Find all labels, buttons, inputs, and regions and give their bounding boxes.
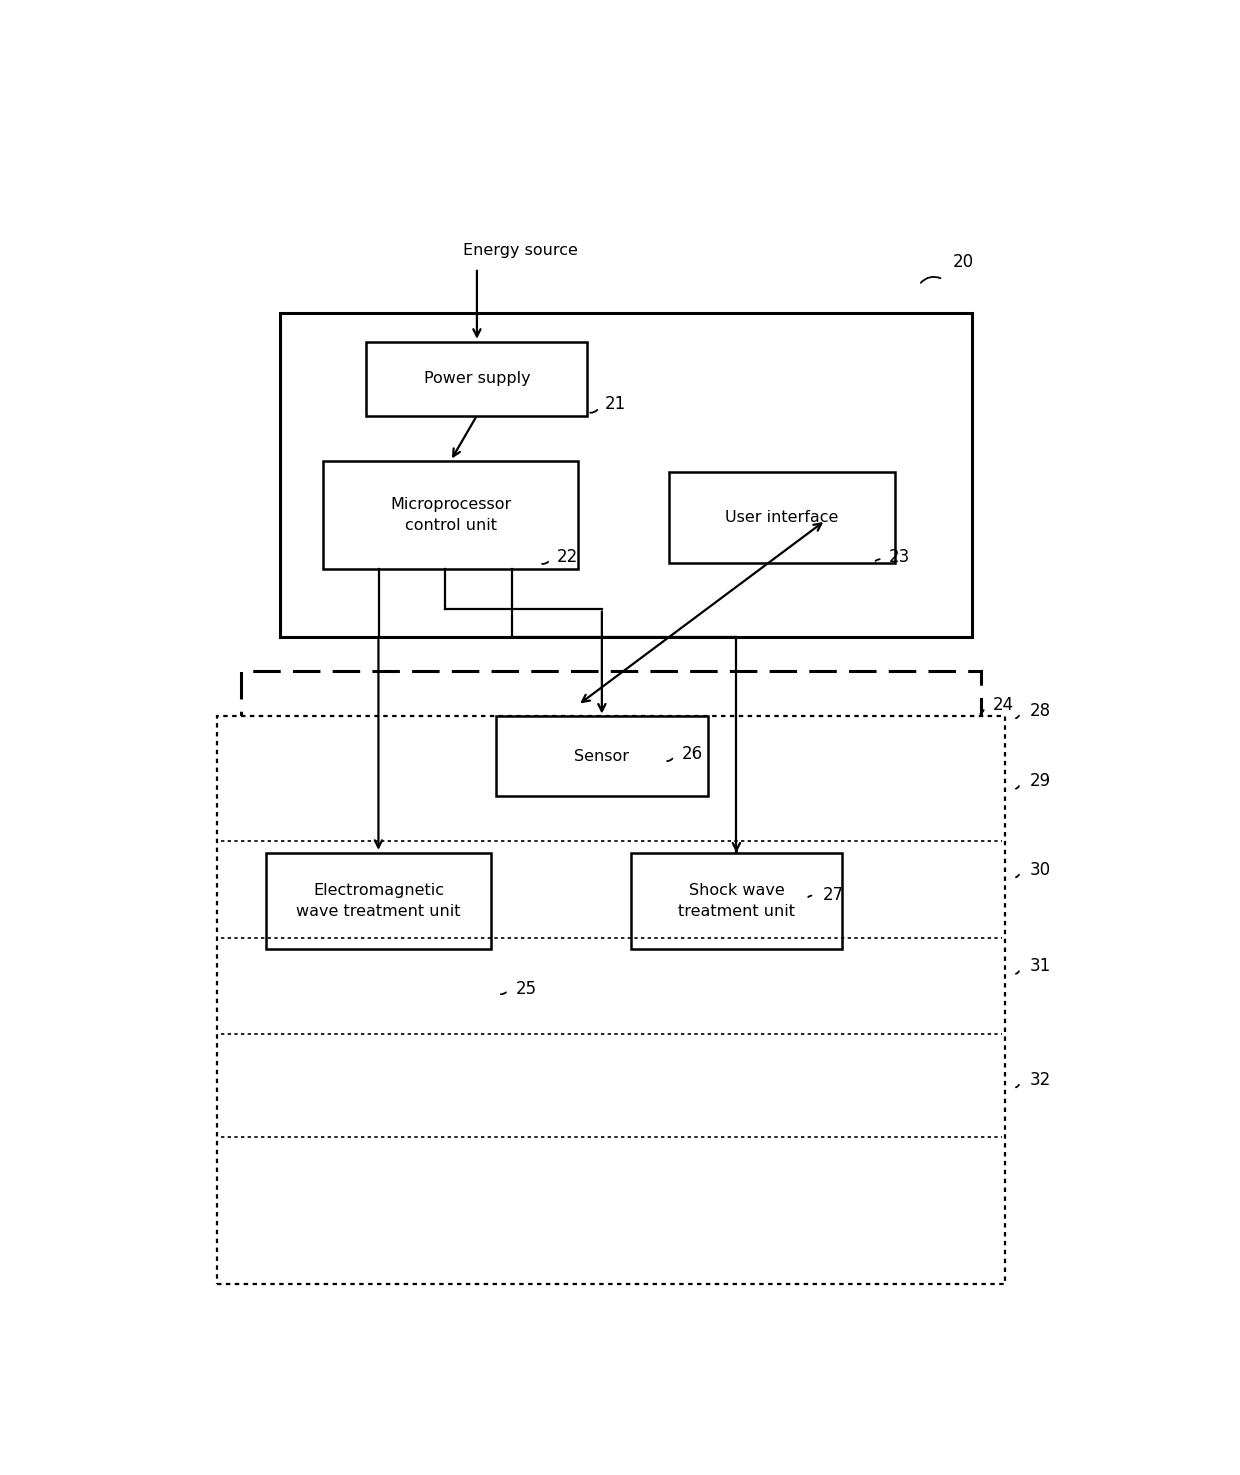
Text: Microprocessor
control unit: Microprocessor control unit [389, 497, 511, 532]
Bar [280, 313, 972, 637]
Text: Electromagnetic
wave treatment unit: Electromagnetic wave treatment unit [296, 884, 461, 919]
Bar [242, 671, 982, 978]
Text: 22: 22 [557, 549, 578, 566]
Text: Energy source: Energy source [463, 243, 578, 258]
Text: 26: 26 [682, 745, 703, 763]
Text: User interface: User interface [725, 510, 838, 525]
Bar [367, 342, 588, 416]
Bar [670, 472, 895, 563]
Text: 21: 21 [605, 395, 626, 413]
Text: 27: 27 [823, 886, 844, 904]
Text: 25: 25 [516, 979, 537, 999]
Text: Sensor: Sensor [574, 749, 630, 764]
Text: 32: 32 [1029, 1071, 1050, 1089]
Bar [496, 717, 708, 797]
Text: 28: 28 [1029, 702, 1050, 720]
Text: 29: 29 [1029, 773, 1050, 791]
Text: 24: 24 [993, 696, 1014, 714]
Bar [217, 717, 1006, 1285]
Text: 31: 31 [1029, 957, 1050, 975]
Text: 23: 23 [889, 549, 910, 566]
Bar [324, 460, 578, 569]
Text: Power supply: Power supply [424, 372, 531, 386]
Bar [631, 853, 842, 950]
Text: Shock wave
treatment unit: Shock wave treatment unit [678, 884, 795, 919]
Text: 30: 30 [1029, 861, 1050, 879]
Bar [265, 853, 491, 950]
Text: 20: 20 [952, 254, 973, 271]
